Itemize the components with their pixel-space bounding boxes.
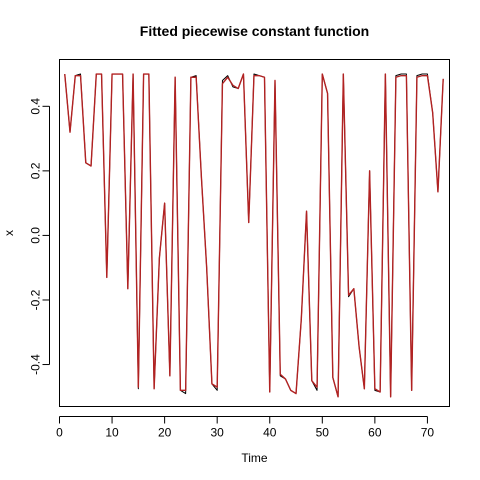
y-tick-label: 0.2 bbox=[29, 162, 43, 179]
y-tick-label: -0.4 bbox=[29, 354, 43, 375]
y-tick-label: 0.0 bbox=[29, 227, 43, 244]
x-axis-label: Time bbox=[241, 451, 268, 465]
x-tick-label: 20 bbox=[158, 426, 172, 440]
fitted-series-line bbox=[64, 73, 444, 398]
plot-frame bbox=[59, 59, 450, 407]
x-axis: 0 10 20 30 40 50 60 70 bbox=[56, 416, 435, 440]
y-tick-label: -0.2 bbox=[29, 289, 43, 310]
x-tick-label: 60 bbox=[368, 426, 382, 440]
x-tick-label: 50 bbox=[316, 426, 330, 440]
x-tick-label: 30 bbox=[211, 426, 225, 440]
x-tick-label: 70 bbox=[421, 426, 435, 440]
chart-title: Fitted piecewise constant function bbox=[140, 23, 369, 39]
y-axis: -0.4 -0.2 0.0 0.2 0.4 bbox=[29, 98, 50, 375]
x-tick-label: 0 bbox=[56, 426, 63, 440]
x-tick-label: 40 bbox=[263, 426, 277, 440]
series-group bbox=[64, 73, 444, 398]
y-axis-label: x bbox=[2, 230, 16, 236]
x-tick-label: 10 bbox=[105, 426, 119, 440]
y-tick-label: 0.4 bbox=[29, 98, 43, 115]
